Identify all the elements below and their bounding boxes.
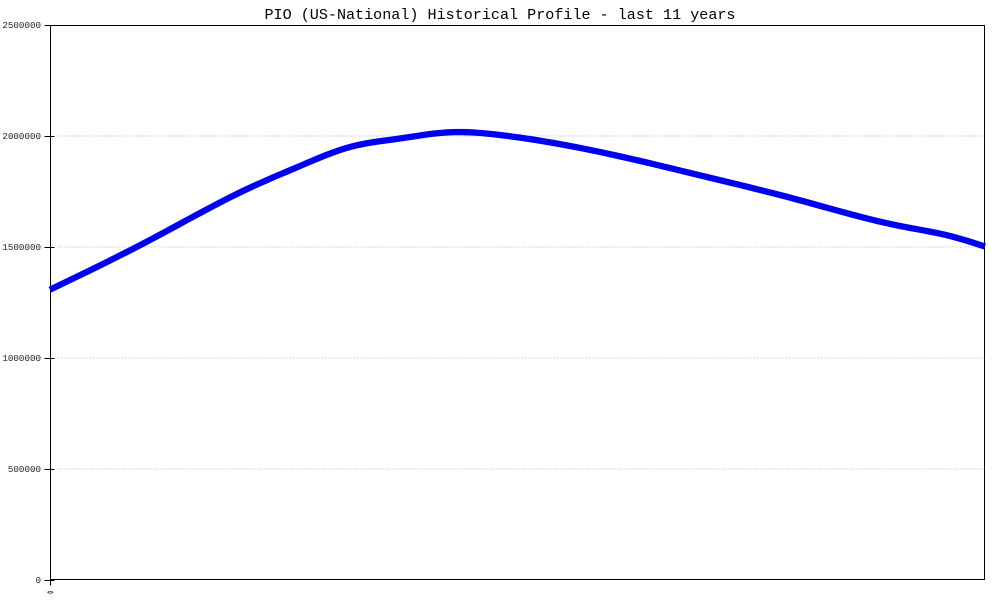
svg-text:1500000: 1500000 (2, 242, 41, 253)
svg-text:2500000: 2500000 (2, 20, 41, 31)
svg-text:2000000: 2000000 (2, 131, 41, 142)
svg-text:0: 0 (35, 575, 41, 586)
svg-text:1000000: 1000000 (2, 353, 41, 364)
svg-text:500000: 500000 (8, 464, 41, 475)
